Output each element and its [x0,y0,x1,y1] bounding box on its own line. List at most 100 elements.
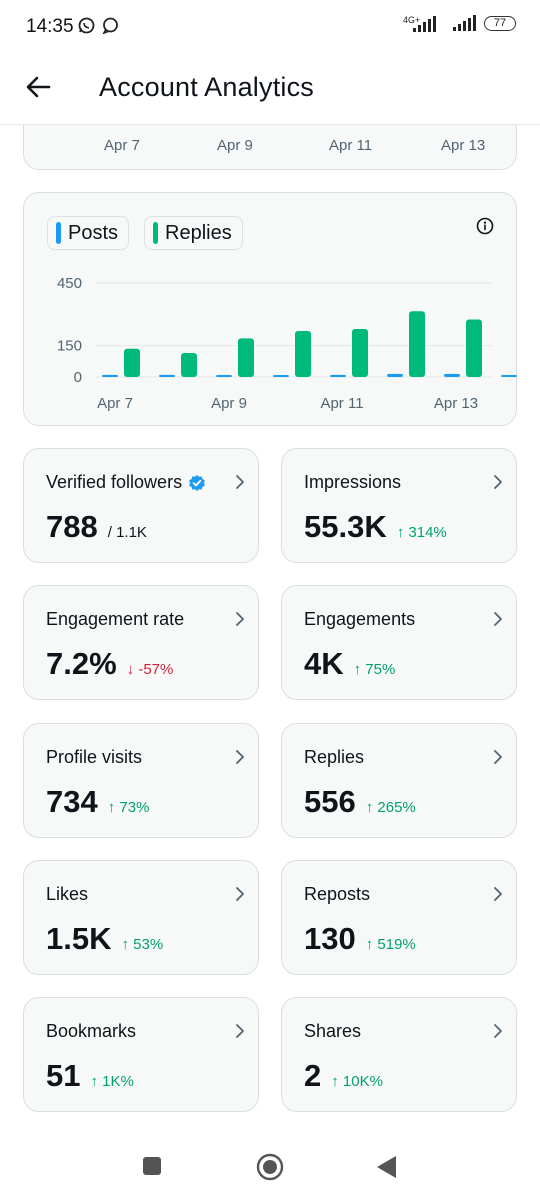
stat-subtotal: / 1.1K [107,524,147,541]
stat-value: 1.5K [46,921,112,956]
stat-card-replies[interactable]: Replies 556 ↑ 265% [281,723,517,838]
back-arrow-icon[interactable] [22,70,56,104]
stat-change: ↑ 10K% [331,1073,383,1090]
y-tick-label: 450 [57,275,82,292]
replies-bar [238,338,254,377]
stat-value-row: 1.5K ↑ 53% [46,921,163,957]
stat-value-row: 788 / 1.1K [46,509,147,545]
stat-value-row: 130 ↑ 519% [304,921,416,957]
x-tick-label: Apr 13 [441,137,486,154]
stat-title-text: Profile visits [46,747,143,767]
stat-card-bookmarks[interactable]: Bookmarks 51 ↑ 1K% [23,997,259,1112]
stat-change: ↑ 1K% [90,1073,134,1090]
posts-bar [501,375,517,377]
stat-value: 130 [304,921,356,956]
stat-title-text: Engagement rate [46,609,185,629]
stat-title: Bookmarks [46,1021,136,1042]
legend-posts[interactable]: Posts [47,216,130,250]
stat-card-shares[interactable]: Shares 2 ↑ 10K% [281,997,517,1112]
x-tick-label: Apr 7 [104,137,140,154]
x-tick-label: Apr 9 [211,395,247,412]
posts-bar [102,374,118,377]
stat-value: 788 [46,509,98,544]
chevron-right-icon [236,612,244,626]
stat-change: ↑ 265% [365,799,416,816]
stat-title-text: Engagements [304,609,416,629]
stat-card-impressions[interactable]: Impressions 55.3K ↑ 314% [281,448,517,563]
stat-value-row: 734 ↑ 73% [46,784,149,820]
home-icon[interactable] [256,1153,284,1181]
stat-title: Reposts [304,884,370,905]
info-icon[interactable] [476,217,494,235]
stat-title: Verified followers [46,472,206,493]
legend-replies-label: Replies [165,221,232,244]
stat-value: 2 [304,1058,322,1093]
whatsapp-icon [78,17,95,34]
legend-posts-label: Posts [68,221,119,244]
stat-value-row: 4K ↑ 75% [304,646,395,682]
x-tick-label: Apr 11 [320,395,363,412]
x-tick-label: Apr 13 [434,395,478,412]
replies-bar [295,331,311,377]
y-tick-label: 150 [57,338,82,355]
back-nav-icon[interactable] [376,1155,398,1179]
system-nav-bar [0,1135,540,1199]
stat-title: Replies [304,747,364,768]
stat-card-engagement-rate[interactable]: Engagement rate 7.2% ↓ -57% [23,585,259,700]
stat-value: 7.2% [46,646,117,681]
stat-title-text: Verified followers [46,472,183,492]
stat-card-engagements[interactable]: Engagements 4K ↑ 75% [281,585,517,700]
stat-change: ↑ 53% [121,936,164,953]
stat-card-verified-followers[interactable]: Verified followers 788 / 1.1K [23,448,259,563]
posts-replies-bar-chart: 0 150 450 Apr 7 Apr 9 Apr 11 Apr 13 [57,275,517,412]
stat-card-profile-visits[interactable]: Profile visits 734 ↑ 73% [23,723,259,838]
replies-bar [466,319,482,377]
chevron-right-icon [236,475,244,489]
stat-change: ↑ 314% [396,524,447,541]
chevron-right-icon [236,750,244,764]
stat-title: Engagement rate [46,609,184,630]
legend-replies-swatch [153,222,158,244]
x-tick-label: Apr 11 [329,137,373,154]
stat-title-text: Reposts [304,884,371,904]
status-indicators: 4G+ 77 [403,14,516,32]
stat-value-row: 2 ↑ 10K% [304,1058,383,1094]
legend-posts-swatch [56,222,61,244]
chevron-right-icon [494,1024,502,1038]
stat-value: 734 [46,784,98,819]
stat-title: Impressions [304,472,401,493]
stat-value-row: 7.2% ↓ -57% [46,646,173,682]
stat-value: 4K [304,646,344,681]
signal-strength-icon: 4G+ [403,14,439,32]
chevron-right-icon [236,887,244,901]
posts-bar [330,374,346,377]
legend-replies[interactable]: Replies [144,216,243,250]
posts-bar [387,373,403,377]
stat-value: 55.3K [304,509,387,544]
chevron-right-icon [494,750,502,764]
stat-title-text: Impressions [304,472,402,492]
posts-bar [159,374,175,377]
battery-icon: 77 [484,15,516,31]
posts-bar [273,375,289,377]
recent-apps-icon[interactable] [142,1156,162,1176]
stat-card-likes[interactable]: Likes 1.5K ↑ 53% [23,860,259,975]
stat-change: ↑ 519% [365,936,416,953]
replies-bar [124,348,140,377]
app-header: Account Analytics [0,54,540,125]
page-title: Account Analytics [99,72,315,102]
stat-title-text: Bookmarks [46,1021,137,1041]
stat-value: 51 [46,1058,81,1093]
stat-title-text: Replies [304,747,365,767]
stat-value-row: 556 ↑ 265% [304,784,416,820]
posts-bar [444,373,460,377]
stat-title: Likes [46,884,88,905]
stat-change: ↓ -57% [126,661,174,678]
network-type: 4G+ [403,15,421,25]
status-bar: 14:35 4G+ 77 [0,0,540,54]
status-time: 14:35 [26,16,74,37]
chat-bubble-icon [102,17,118,34]
stat-value-row: 51 ↑ 1K% [46,1058,134,1094]
verified-badge-icon [189,474,205,491]
stat-card-reposts[interactable]: Reposts 130 ↑ 519% [281,860,517,975]
